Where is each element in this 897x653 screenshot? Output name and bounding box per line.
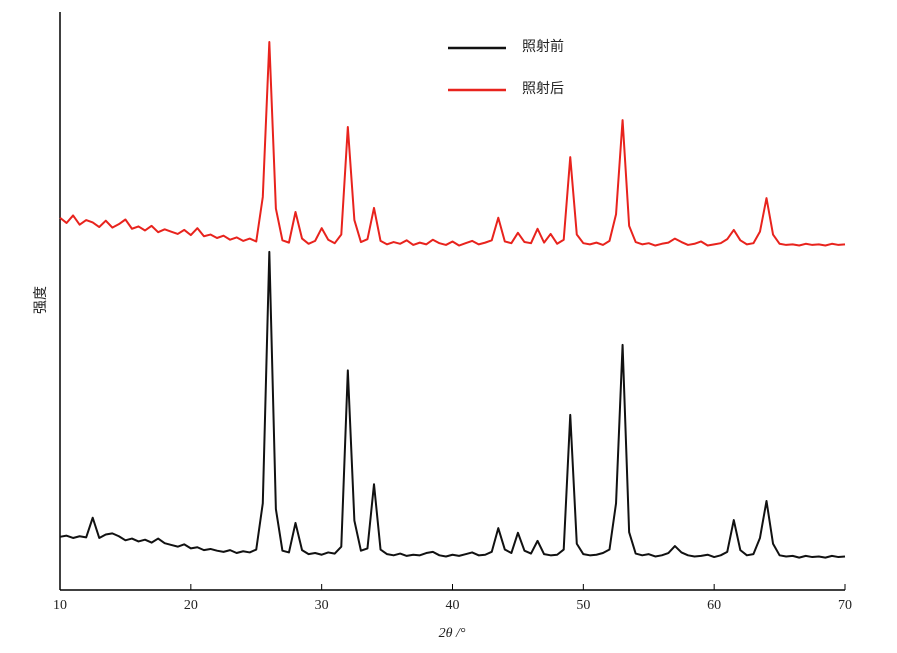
x-tick-label: 60 [707, 598, 721, 613]
y-axis-label: 强度 [33, 286, 49, 314]
series-line [59, 41, 846, 247]
legend-label: 照射前 [522, 38, 564, 55]
x-tick-label: 30 [315, 598, 329, 613]
x-tick-label: 50 [576, 598, 590, 613]
series-line [59, 250, 846, 559]
x-tick-label: 70 [838, 598, 852, 613]
x-tick-label: 20 [184, 598, 198, 613]
legend-label: 照射后 [522, 81, 564, 97]
x-axis-label: 2θ /° [439, 626, 466, 641]
x-tick-label: 40 [446, 598, 460, 613]
x-tick-label: 10 [53, 598, 67, 613]
